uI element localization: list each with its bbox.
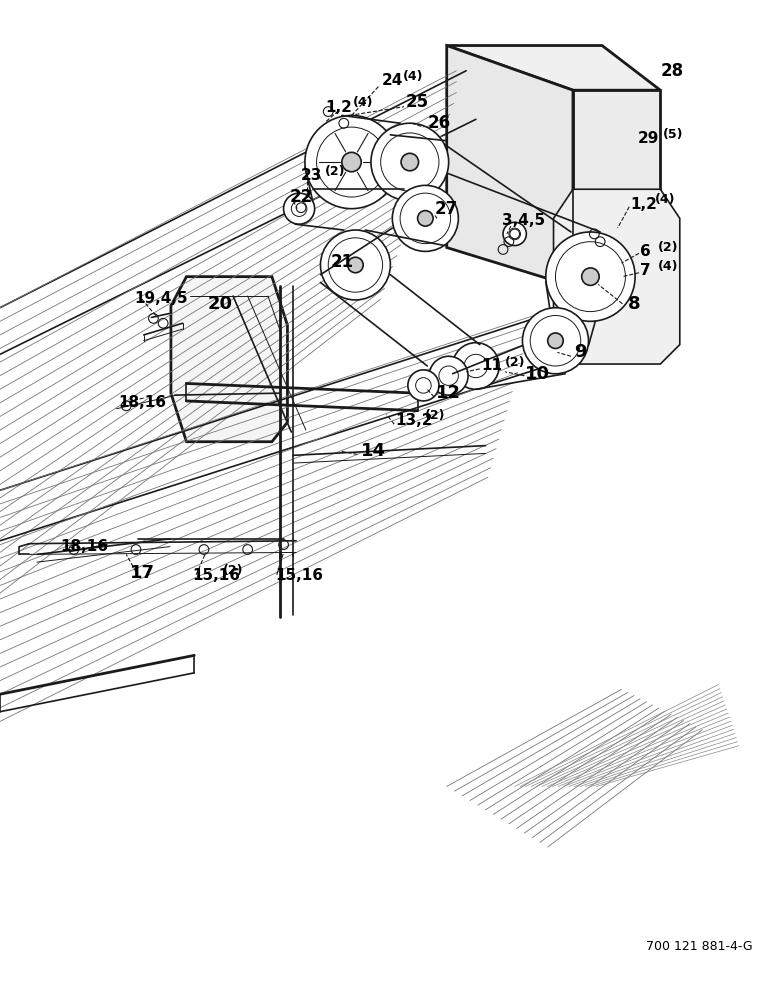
- Text: 13,2: 13,2: [395, 413, 433, 428]
- Text: 17: 17: [130, 564, 155, 582]
- Text: 20: 20: [208, 295, 233, 313]
- Text: 12: 12: [436, 384, 461, 402]
- Polygon shape: [573, 90, 660, 286]
- Text: 9: 9: [574, 343, 587, 361]
- Text: 15,16: 15,16: [275, 568, 323, 583]
- Circle shape: [452, 343, 499, 389]
- Circle shape: [371, 123, 449, 201]
- Text: 1,2: 1,2: [630, 197, 657, 212]
- Text: (4): (4): [655, 193, 675, 206]
- Text: 28: 28: [660, 62, 683, 80]
- Text: 23: 23: [301, 168, 323, 183]
- Text: (2): (2): [223, 564, 244, 577]
- Text: (2): (2): [505, 356, 526, 369]
- Polygon shape: [447, 46, 573, 286]
- Circle shape: [503, 222, 527, 246]
- Circle shape: [305, 115, 398, 209]
- Text: 25: 25: [406, 93, 429, 111]
- Text: (2): (2): [425, 409, 446, 422]
- Text: 3,4,5: 3,4,5: [502, 213, 545, 228]
- Text: (4): (4): [403, 70, 424, 83]
- Text: 7: 7: [640, 263, 651, 278]
- Circle shape: [429, 356, 468, 395]
- Circle shape: [342, 152, 361, 172]
- Text: 10: 10: [526, 365, 550, 383]
- Text: 8: 8: [628, 295, 641, 313]
- Text: 15,16: 15,16: [192, 568, 240, 583]
- Text: 11: 11: [482, 358, 503, 373]
- Circle shape: [401, 153, 418, 171]
- Text: 1,2: 1,2: [325, 100, 352, 115]
- Text: 26: 26: [427, 114, 450, 132]
- Text: 700 121 881-4-G: 700 121 881-4-G: [646, 940, 753, 953]
- Text: (2): (2): [658, 241, 678, 254]
- Circle shape: [523, 308, 588, 374]
- Circle shape: [392, 185, 459, 251]
- Circle shape: [347, 257, 363, 273]
- Text: (4): (4): [658, 260, 678, 273]
- Text: 6: 6: [640, 244, 651, 259]
- Text: 24: 24: [381, 73, 403, 88]
- Text: 14: 14: [361, 442, 386, 460]
- Text: (4): (4): [353, 96, 373, 109]
- Text: 27: 27: [435, 200, 459, 218]
- Circle shape: [320, 230, 391, 300]
- Polygon shape: [171, 277, 287, 442]
- Circle shape: [408, 370, 439, 401]
- Circle shape: [283, 193, 315, 224]
- Text: 18,16: 18,16: [60, 539, 108, 554]
- Circle shape: [547, 333, 564, 349]
- Text: 21: 21: [330, 253, 354, 271]
- Text: 18,16: 18,16: [118, 395, 167, 410]
- Polygon shape: [554, 189, 680, 364]
- Circle shape: [581, 268, 599, 285]
- Text: 19,4,5: 19,4,5: [134, 291, 188, 306]
- Text: (5): (5): [663, 128, 684, 141]
- Text: (2): (2): [325, 165, 346, 178]
- Polygon shape: [447, 46, 660, 90]
- Circle shape: [546, 232, 635, 321]
- Circle shape: [418, 211, 433, 226]
- Text: 29: 29: [638, 131, 659, 146]
- Text: 22: 22: [290, 188, 313, 206]
